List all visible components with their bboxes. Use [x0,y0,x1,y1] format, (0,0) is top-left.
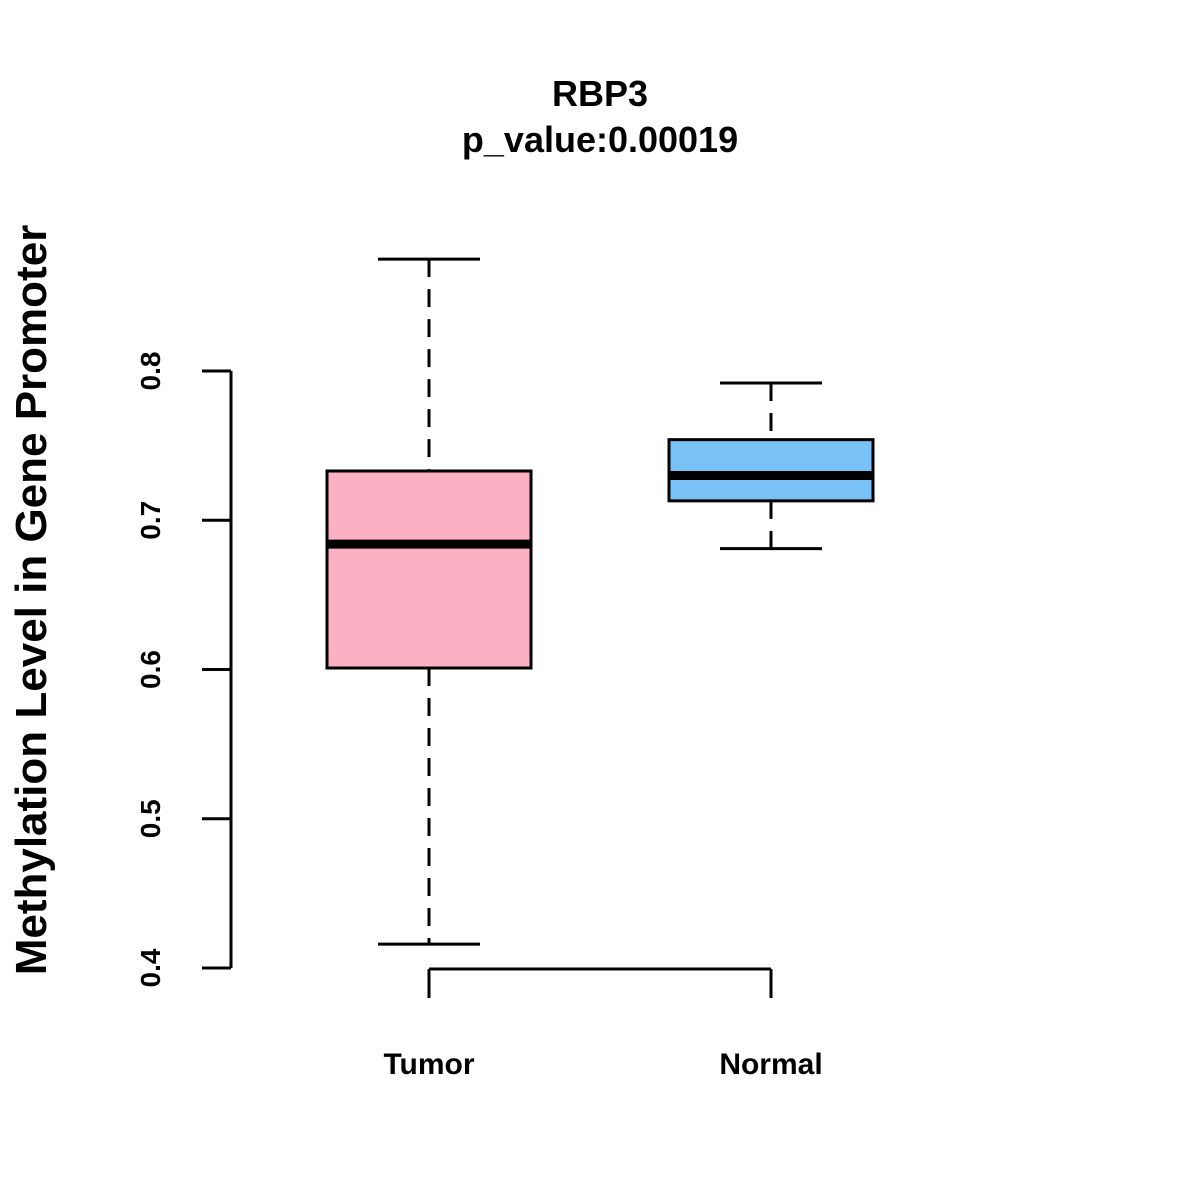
y-axis-label: Methylation Level in Gene Promoter [7,225,56,976]
chart-title: RBP3 [552,73,648,114]
y-tick-label: 0.5 [135,799,166,838]
x-tick-label: Tumor [383,1048,474,1081]
y-axis: 0.4 0.5 0.6 0.7 0.8 [135,352,233,987]
y-tick-label: 0.7 [135,501,166,540]
y-tick-label: 0.4 [135,948,166,987]
box-iqr [667,438,875,503]
box-group-tumor [325,257,533,946]
chart-subtitle: p_value:0.00019 [462,119,738,160]
y-tick-label: 0.6 [135,650,166,689]
x-tick-label: Normal [719,1048,822,1081]
box-group-normal [667,381,875,551]
x-axis: Tumor Normal [383,967,823,1081]
y-tick-label: 0.8 [135,352,166,391]
boxes [325,257,875,946]
box-iqr [325,469,533,670]
